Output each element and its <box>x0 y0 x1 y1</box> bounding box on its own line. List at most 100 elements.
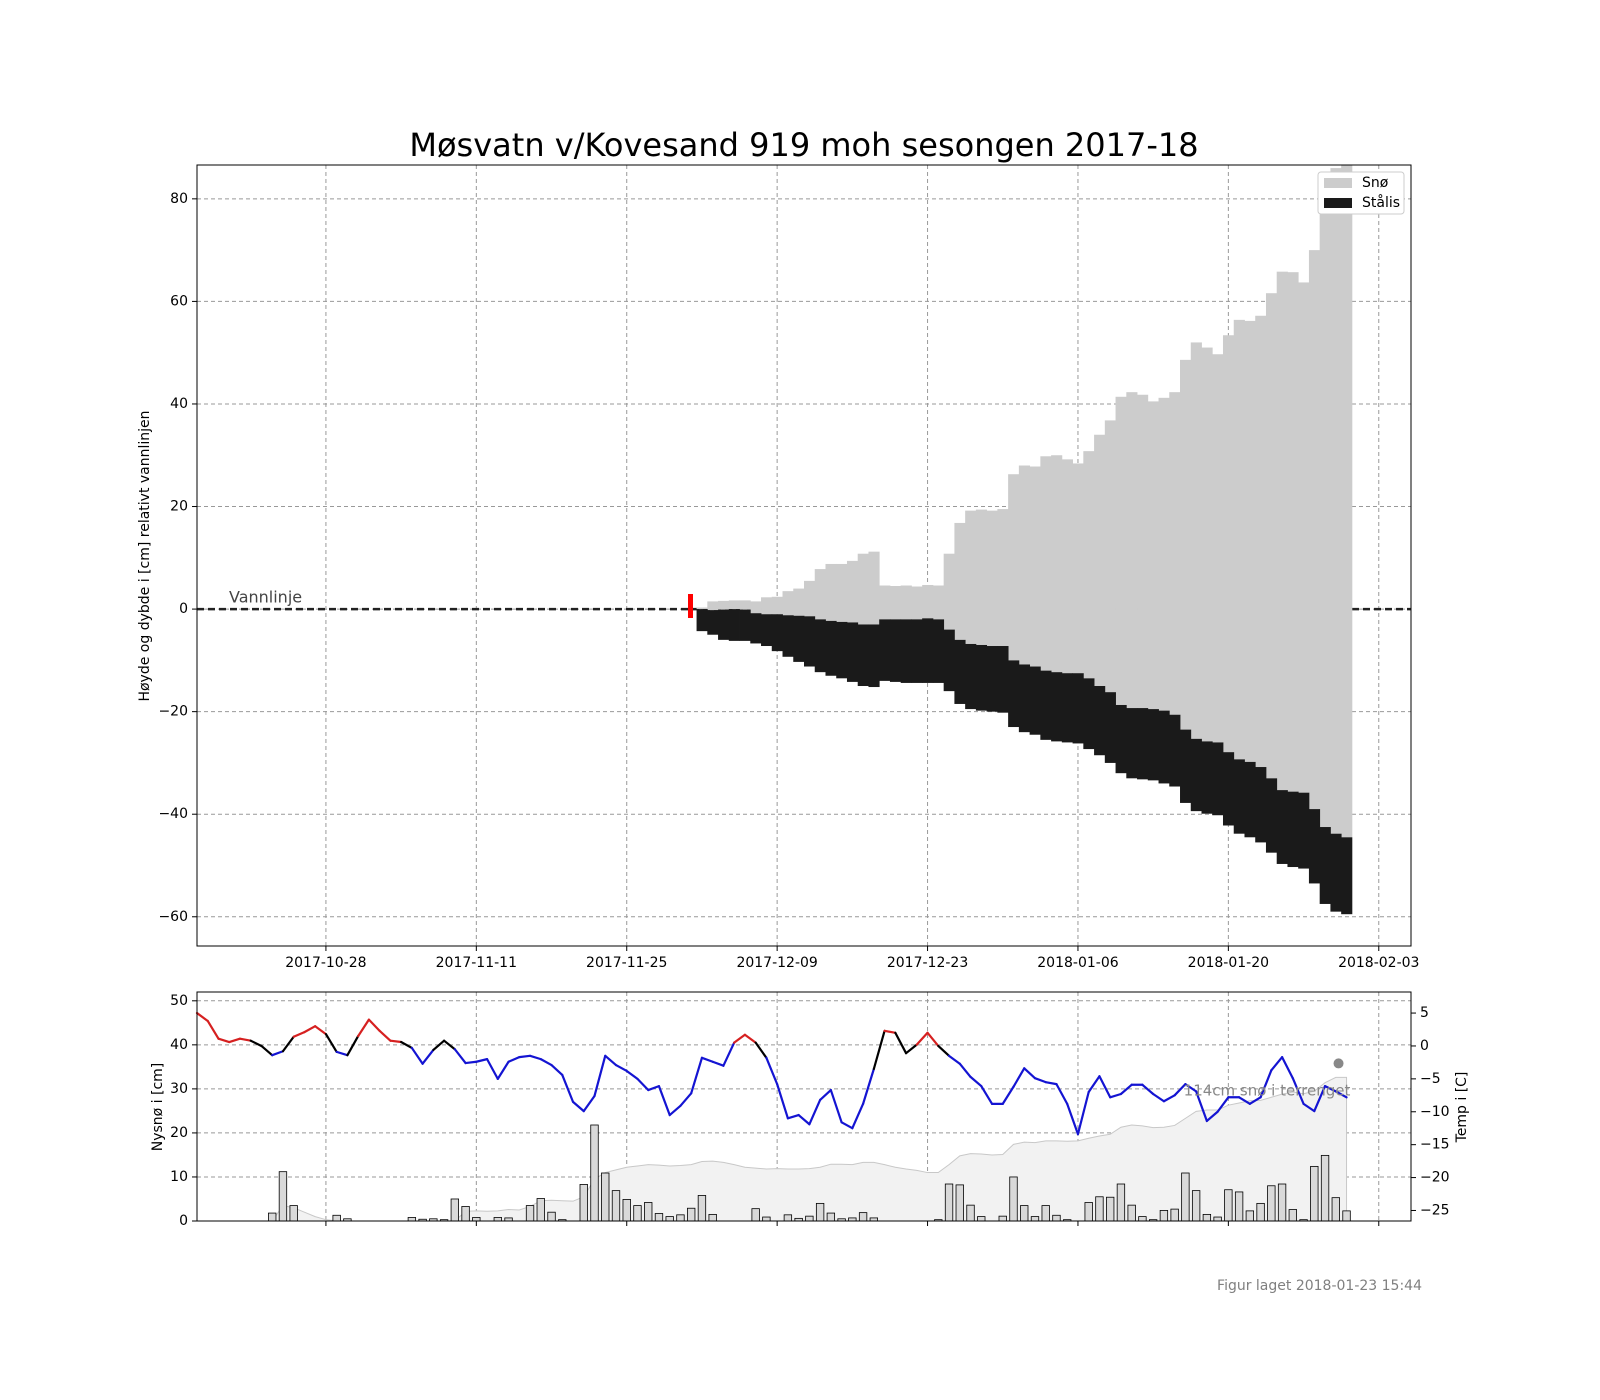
annotation: 114cm snø i terrenget <box>1184 1082 1351 1100</box>
temperature-line <box>733 1033 747 1044</box>
chart-title: Møsvatn v/Kovesand 919 moh sesongen 2017… <box>409 126 1198 164</box>
range-bar <box>1094 686 1106 756</box>
temperature-line <box>206 1019 220 1040</box>
temperature-line <box>303 1025 317 1034</box>
temperature-line <box>217 1037 231 1044</box>
range-bar <box>1319 827 1331 904</box>
range-bar <box>1029 666 1041 735</box>
new-snow-bar <box>1342 1210 1351 1222</box>
new-snow-bar <box>536 1198 545 1222</box>
range-bar <box>965 643 977 710</box>
range-bar <box>1137 708 1149 780</box>
range-bar <box>1233 759 1245 834</box>
new-snow-bar <box>815 1202 825 1222</box>
temperature-line <box>840 1121 854 1130</box>
range-bar <box>1094 434 1106 687</box>
range-bar <box>868 624 880 688</box>
legend-swatch <box>1324 178 1352 188</box>
range-bar <box>1115 396 1127 705</box>
y-tick-label: 20 <box>170 499 188 515</box>
new-snow-bar <box>590 1124 599 1222</box>
new-snow-bar <box>762 1216 771 1222</box>
temperature-line <box>647 1085 661 1092</box>
range-bar <box>1008 474 1020 661</box>
range-bar <box>1276 790 1288 864</box>
temperature-line <box>507 1056 521 1063</box>
temperature-line <box>894 1031 908 1055</box>
new-snow-bar <box>472 1217 481 1222</box>
temperature-line <box>335 1050 349 1057</box>
new-snow-bar <box>611 1190 621 1222</box>
range-bar <box>728 600 740 610</box>
range-bar <box>707 601 719 611</box>
range-bar <box>696 607 708 610</box>
range-bar <box>911 619 923 683</box>
y2-tick-label: 5 <box>1420 1005 1429 1021</box>
new-snow-bar <box>1095 1196 1104 1222</box>
new-snow-bar <box>1159 1210 1169 1222</box>
temperature-line <box>357 1018 370 1038</box>
new-snow-bar <box>644 1202 653 1222</box>
new-snow-bar <box>268 1212 277 1222</box>
temperature-line <box>1098 1075 1112 1099</box>
new-snow-bar <box>1310 1165 1319 1222</box>
annotation: Vannlinje <box>229 588 302 607</box>
range-bar <box>900 619 912 683</box>
new-snow-bar <box>858 1212 868 1222</box>
new-snow-bar <box>1224 1189 1233 1222</box>
range-bar <box>739 609 751 641</box>
temperature-line <box>861 1067 875 1105</box>
range-bar <box>836 621 848 679</box>
y-axis-label: Nysnø i [cm] <box>150 1063 166 1152</box>
x-tick-label: 2017-12-09 <box>736 955 817 971</box>
temperature-line <box>883 1029 897 1034</box>
range-bar <box>1158 710 1170 784</box>
range-bar <box>1180 729 1192 803</box>
new-snow-bar <box>493 1217 502 1222</box>
range-bar <box>696 609 708 632</box>
temperature-line <box>1184 1083 1198 1093</box>
range-bar <box>771 614 783 652</box>
range-bar <box>932 619 945 683</box>
new-snow-bar <box>1084 1202 1093 1222</box>
temperature-line <box>872 1029 886 1071</box>
range-bar <box>1190 342 1202 739</box>
temperature-line <box>1323 1085 1337 1093</box>
x-tick-label: 2017-11-11 <box>436 955 517 971</box>
range-bar <box>718 600 730 610</box>
temperature-line <box>1141 1083 1155 1096</box>
range-bar <box>1040 670 1052 740</box>
range-bar <box>857 624 869 687</box>
temperature-line <box>432 1039 446 1052</box>
temperature-line <box>926 1031 940 1048</box>
range-bar <box>943 553 955 630</box>
range-bar <box>997 509 1009 647</box>
plot-frame <box>196 164 1412 947</box>
new-snow-bar <box>1052 1214 1061 1222</box>
new-snow-bar <box>1320 1154 1330 1222</box>
y-tick-label: 20 <box>170 1125 188 1141</box>
y-tick-label: 60 <box>170 293 188 309</box>
temperature-line <box>743 1033 757 1044</box>
range-bar <box>1029 466 1041 667</box>
temperature-line <box>260 1044 274 1057</box>
new-snow-bar <box>751 1208 760 1222</box>
y-tick-label: −20 <box>158 704 188 720</box>
temperature-line <box>1205 1110 1219 1123</box>
range-bar <box>1212 354 1224 743</box>
y-tick-label: −60 <box>158 909 188 925</box>
footer: Figur laget 2018-01-23 15:44 <box>1217 1278 1422 1294</box>
range-bar <box>793 588 805 616</box>
range-bar <box>1126 708 1138 779</box>
range-bar <box>1104 420 1116 693</box>
range-bar <box>965 510 977 644</box>
range-bar <box>1008 660 1020 728</box>
temperature-line <box>1302 1102 1316 1113</box>
range-bar <box>1040 456 1052 671</box>
new-snow-bar <box>1041 1205 1050 1222</box>
y-tick-label: 80 <box>170 191 188 207</box>
range-bar <box>922 584 934 619</box>
new-snow-bar <box>601 1172 610 1222</box>
temperature-line <box>1152 1092 1166 1103</box>
range-bar <box>739 600 751 610</box>
